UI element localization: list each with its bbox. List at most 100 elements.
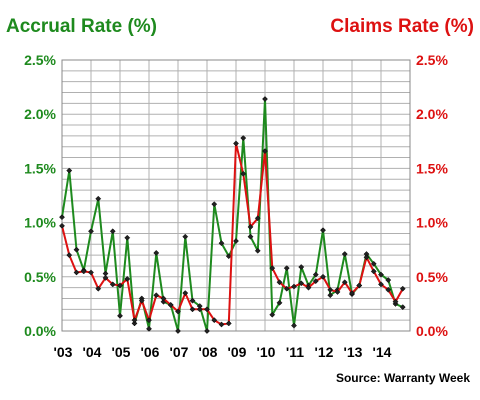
claims-point (269, 265, 276, 272)
accrual-point (283, 265, 290, 272)
claims-point (320, 273, 326, 280)
accrual-point (146, 325, 152, 332)
accrual-point (88, 228, 94, 235)
accrual-point (378, 271, 384, 278)
plot-border (61, 59, 411, 332)
claims-point (66, 252, 73, 259)
accrual-point (175, 328, 181, 334)
claims-point (138, 297, 145, 304)
claims-point (88, 269, 94, 276)
x-tick-label: '09 (228, 344, 247, 360)
claims-point (247, 223, 254, 230)
right-tick-label: 2.0% (416, 106, 448, 122)
accrual-point (399, 304, 406, 311)
claims-point (117, 282, 123, 289)
claims-point (283, 285, 290, 292)
accrual-point (182, 233, 189, 240)
accrual-point (247, 233, 254, 240)
accrual-point (291, 322, 297, 329)
claims-point (254, 215, 261, 222)
claims-point (233, 140, 239, 147)
claims-point (240, 170, 247, 177)
left-tick-label: 0.5% (24, 269, 56, 285)
claims-point (160, 295, 167, 302)
accrual-point (262, 96, 268, 102)
claims-point (392, 298, 399, 305)
claims-point (189, 306, 196, 313)
claims-point (291, 283, 297, 290)
claims-point (167, 302, 174, 308)
claims-point (378, 281, 384, 288)
accrual-point (124, 234, 131, 241)
claims-point (349, 290, 355, 297)
accrual-point (66, 167, 73, 174)
left-tick-label: 0.0% (24, 323, 56, 339)
right-tick-label: 1.0% (416, 215, 448, 231)
right-axis-title: Claims Rate (%) (330, 16, 474, 37)
claims-point (95, 285, 102, 292)
series-layer (59, 96, 406, 334)
left-axis-ticks: 0.0% 0.5% 1.0% 1.5% 2.0% 2.5% (24, 52, 56, 339)
x-tick-label: '03 (54, 344, 73, 360)
claims-point (276, 279, 283, 286)
accrual-point (218, 240, 225, 247)
claims-point (182, 290, 189, 297)
claims-point (109, 281, 116, 288)
accrual-point (59, 214, 65, 221)
x-tick-label: '13 (344, 344, 363, 360)
source-note: Source: Warranty Week (336, 371, 470, 385)
claims-point (59, 222, 65, 229)
left-tick-label: 1.0% (24, 215, 56, 231)
accrual-point (204, 328, 210, 334)
accrual-point (298, 264, 305, 270)
accrual-point (327, 292, 334, 299)
claims-series (59, 140, 406, 328)
claims-point (225, 320, 232, 327)
claims-point (399, 285, 406, 292)
accrual-point (233, 238, 239, 244)
accrual-point (117, 312, 123, 319)
accrual-point (189, 297, 196, 304)
left-tick-label: 1.5% (24, 160, 56, 176)
accrual-point (254, 247, 261, 254)
x-tick-label: '12 (315, 344, 334, 360)
accrual-point (109, 228, 116, 235)
claims-point (211, 317, 218, 324)
claims-point (196, 306, 203, 313)
x-tick-label: '07 (170, 344, 189, 360)
x-tick-label: '11 (286, 344, 304, 360)
accrual-point (225, 253, 232, 260)
right-tick-label: 1.5% (416, 160, 448, 176)
accrual-point (370, 260, 377, 267)
accrual-point (240, 135, 247, 142)
claims-point (327, 286, 334, 293)
right-tick-label: 0.5% (416, 269, 448, 285)
left-axis-title: Accrual Rate (%) (6, 16, 157, 37)
claims-point (175, 308, 181, 315)
claims-point (153, 292, 160, 299)
accrual-point (153, 249, 160, 256)
claims-point (312, 278, 319, 285)
x-tick-label: '06 (141, 344, 160, 360)
accrual-point (385, 277, 392, 284)
claims-point (363, 254, 370, 261)
claims-point (370, 268, 377, 275)
claims-point (73, 269, 80, 276)
right-tick-label: 2.5% (416, 52, 448, 68)
claims-point (305, 284, 312, 291)
claims-point (204, 306, 210, 313)
accrual-point (276, 299, 283, 306)
claims-point (356, 282, 363, 289)
claims-point (218, 321, 225, 328)
claims-point (262, 148, 268, 155)
x-tick-label: '14 (373, 344, 392, 360)
claims-point (146, 317, 152, 324)
x-tick-label: '05 (112, 344, 131, 360)
accrual-point (320, 227, 326, 234)
claims-point (80, 268, 87, 275)
accrual-point (73, 246, 80, 253)
accrual-point (341, 251, 348, 257)
x-tick-label: '08 (199, 344, 218, 360)
claims-point (341, 279, 348, 286)
